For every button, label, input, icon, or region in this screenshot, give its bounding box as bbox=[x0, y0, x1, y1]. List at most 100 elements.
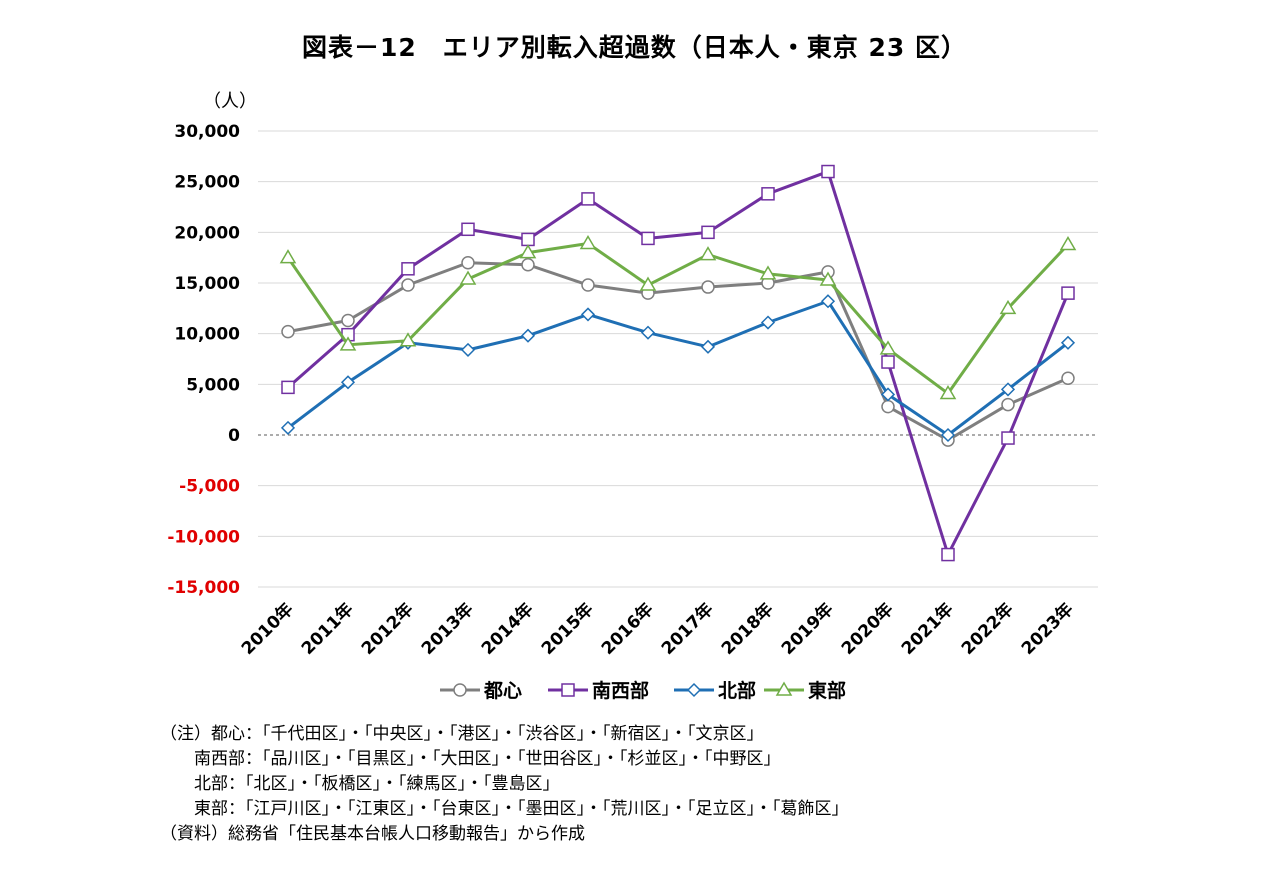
series-line bbox=[287, 170, 1070, 557]
legend-label: 東部 bbox=[808, 679, 846, 702]
legend-marker bbox=[686, 682, 702, 698]
data-point bbox=[700, 339, 716, 354]
series-diamond bbox=[280, 294, 1076, 443]
data-point bbox=[1061, 371, 1075, 386]
x-tick-label: 2020年 bbox=[837, 599, 897, 659]
x-tick-label: 2021年 bbox=[897, 599, 957, 659]
y-tick-label: -15,000 bbox=[167, 578, 240, 598]
series-line bbox=[287, 299, 1069, 437]
data-point bbox=[881, 399, 895, 414]
series-line bbox=[286, 241, 1070, 395]
data-point bbox=[819, 271, 837, 286]
x-tick-label: 2010年 bbox=[237, 599, 297, 659]
data-point bbox=[581, 192, 595, 206]
legend-label: 都心 bbox=[483, 680, 522, 702]
y-axis: 30,000 25,000 20,000 15,000 10,000 5,000 0 -5,0… bbox=[167, 122, 240, 598]
y-tick-label: 15,000 bbox=[174, 274, 240, 294]
x-tick-label: 2015年 bbox=[537, 599, 597, 659]
data-point bbox=[760, 315, 776, 330]
x-tick-label: 2017年 bbox=[657, 599, 717, 659]
data-point bbox=[279, 249, 297, 264]
data-point bbox=[1001, 431, 1015, 445]
legend-label: 北部 bbox=[718, 679, 756, 702]
data-point bbox=[640, 325, 656, 340]
chart-title: 図表－12 エリア別転入超過数（日本人・東京 23 区） bbox=[302, 33, 967, 62]
data-point bbox=[880, 387, 896, 402]
data-point bbox=[699, 246, 717, 261]
y-tick-label: 30,000 bbox=[174, 122, 240, 142]
y-tick-label: 20,000 bbox=[174, 223, 240, 243]
x-tick-label: 2011年 bbox=[297, 599, 357, 659]
x-tick-label: 2022年 bbox=[957, 599, 1017, 659]
footnotes: （注）都心：「千代田区」・「中央区」・「港区」・「渋谷区」・「新宿区」・「文京区… bbox=[160, 722, 849, 847]
data-point bbox=[759, 265, 777, 280]
data-point bbox=[999, 299, 1017, 315]
x-tick-label: 2016年 bbox=[597, 599, 657, 659]
data-point bbox=[401, 262, 415, 276]
note-line: 北部：「北区」・「板橋区」・「練馬区」・「豊島区」 bbox=[160, 774, 560, 794]
x-tick-label: 2012年 bbox=[357, 599, 417, 659]
data-point bbox=[1060, 335, 1076, 350]
data-point bbox=[460, 342, 476, 357]
data-point bbox=[521, 232, 535, 247]
series-square bbox=[281, 164, 1075, 562]
legend-marker bbox=[561, 683, 575, 697]
x-tick-label: 2018年 bbox=[717, 599, 777, 659]
data-point bbox=[461, 255, 475, 270]
data-point bbox=[639, 276, 657, 291]
legend-marker bbox=[453, 683, 467, 697]
data-point bbox=[1001, 397, 1015, 412]
gridlines bbox=[258, 130, 1098, 588]
data-point bbox=[399, 332, 417, 347]
data-point bbox=[641, 231, 655, 246]
data-point bbox=[939, 384, 957, 400]
data-point bbox=[1061, 286, 1075, 300]
data-point bbox=[579, 234, 597, 250]
y-tick-label: 5,000 bbox=[186, 375, 240, 395]
legend-item: 南西部 bbox=[548, 679, 649, 702]
x-tick-label: 2023年 bbox=[1017, 599, 1077, 659]
y-tick-label: 0 bbox=[228, 426, 240, 446]
series-circle bbox=[281, 255, 1075, 447]
data-point bbox=[1000, 382, 1016, 397]
data-point bbox=[580, 307, 596, 322]
legend-label: 南西部 bbox=[592, 679, 649, 702]
data-point bbox=[1059, 236, 1077, 251]
data-point bbox=[280, 420, 296, 435]
line-chart: 30,000 25,000 20,000 15,000 10,000 5,000 0 -5,0… bbox=[167, 91, 1098, 702]
data-point bbox=[941, 547, 955, 562]
x-tick-label: 2013年 bbox=[417, 599, 477, 659]
data-point bbox=[881, 355, 895, 369]
series-triangle bbox=[279, 234, 1077, 400]
y-unit-label: （人） bbox=[203, 91, 257, 112]
y-tick-label: 10,000 bbox=[174, 325, 240, 345]
data-point bbox=[341, 313, 355, 328]
data-point bbox=[459, 270, 477, 285]
data-point bbox=[701, 225, 715, 240]
note-line: 東部：「江戸川区」・「江東区」・「台東区」・「墨田区」・「荒川区」・「足立区」・… bbox=[160, 799, 849, 819]
data-point bbox=[340, 375, 356, 390]
legend-item: 北部 bbox=[674, 679, 756, 702]
series-line bbox=[287, 261, 1069, 442]
data-point bbox=[521, 258, 535, 272]
data-point bbox=[761, 187, 775, 201]
data-point bbox=[401, 278, 415, 292]
x-tick-label: 2019年 bbox=[777, 599, 837, 659]
note-line: （資料）総務省「住民基本台帳人口移動報告」から作成 bbox=[160, 824, 585, 844]
data-point bbox=[820, 294, 836, 309]
data-point bbox=[879, 340, 897, 355]
legend-marker bbox=[775, 681, 793, 696]
data-point bbox=[581, 278, 595, 292]
legend: 都心 南西部 北部 東部 bbox=[440, 679, 846, 702]
note-line: 南西部：「品川区」・「目黒区」・「大田区」・「世田谷区」・「杉並区」・「中野区」 bbox=[160, 749, 781, 769]
legend-item: 都心 bbox=[440, 680, 522, 702]
y-tick-label: -10,000 bbox=[167, 527, 240, 547]
x-axis: 2010年 2011年 2012年 2013年 2014年 2015年 2016年 2017年… bbox=[237, 599, 1077, 659]
data-point bbox=[281, 324, 295, 339]
series-layer bbox=[279, 164, 1077, 562]
x-tick-label: 2014年 bbox=[477, 599, 537, 659]
y-tick-label: 25,000 bbox=[174, 173, 240, 193]
y-tick-label: -5,000 bbox=[179, 477, 240, 497]
note-line: （注）都心：「千代田区」・「中央区」・「港区」・「渋谷区」・「新宿区」・「文京区… bbox=[160, 724, 764, 744]
data-point bbox=[520, 328, 536, 343]
